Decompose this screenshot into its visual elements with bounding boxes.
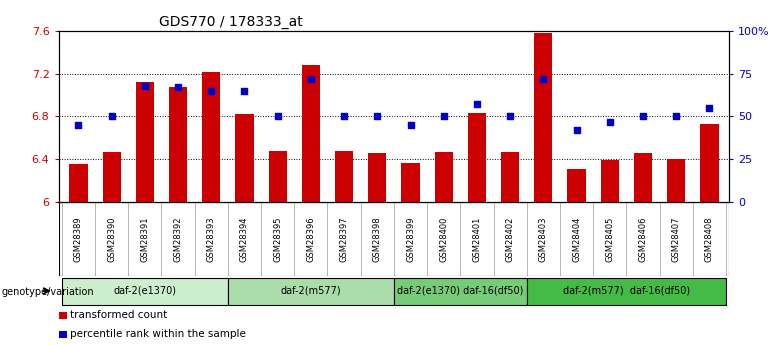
FancyBboxPatch shape — [526, 277, 726, 306]
Text: GSM28393: GSM28393 — [207, 216, 216, 262]
Text: daf-2(e1370) daf-16(df50): daf-2(e1370) daf-16(df50) — [397, 286, 523, 296]
Text: GSM28395: GSM28395 — [273, 216, 282, 262]
Text: GSM28396: GSM28396 — [307, 216, 315, 262]
Point — [271, 114, 284, 119]
Point — [338, 114, 350, 119]
Bar — [69, 165, 87, 202]
Text: GSM28407: GSM28407 — [672, 216, 681, 262]
Bar — [601, 160, 619, 202]
Point — [703, 105, 715, 111]
Point — [438, 114, 450, 119]
Text: GSM28403: GSM28403 — [539, 216, 548, 262]
Point — [139, 83, 151, 88]
Text: GSM28400: GSM28400 — [439, 216, 448, 262]
Point — [371, 114, 384, 119]
Text: GSM28398: GSM28398 — [373, 216, 381, 262]
Text: GSM28408: GSM28408 — [705, 216, 714, 262]
Text: transformed count: transformed count — [70, 310, 168, 320]
Point — [305, 76, 317, 82]
Text: percentile rank within the sample: percentile rank within the sample — [70, 329, 246, 339]
Text: GSM28397: GSM28397 — [339, 216, 349, 262]
Text: GSM28406: GSM28406 — [639, 216, 647, 262]
Bar — [335, 151, 353, 202]
Point — [570, 127, 583, 133]
Text: GSM28390: GSM28390 — [107, 216, 116, 262]
Text: daf-2(m577)  daf-16(df50): daf-2(m577) daf-16(df50) — [563, 286, 690, 296]
Point — [636, 114, 649, 119]
Text: GSM28392: GSM28392 — [173, 216, 183, 262]
Bar — [534, 33, 552, 202]
Bar — [434, 152, 453, 202]
Text: GSM28394: GSM28394 — [240, 216, 249, 262]
Bar — [268, 151, 287, 202]
Bar — [102, 152, 121, 202]
Bar — [700, 124, 718, 202]
Point — [404, 122, 417, 128]
Bar — [169, 87, 187, 202]
Text: daf-2(m577): daf-2(m577) — [281, 286, 341, 296]
Point — [604, 119, 616, 124]
FancyBboxPatch shape — [62, 277, 228, 306]
Point — [670, 114, 682, 119]
Point — [470, 102, 483, 107]
Point — [238, 88, 250, 93]
Bar — [302, 65, 320, 202]
Point — [172, 85, 184, 90]
Bar — [368, 153, 386, 202]
Bar — [58, 312, 67, 319]
Bar — [501, 152, 519, 202]
Bar — [468, 113, 486, 202]
Text: GSM28401: GSM28401 — [473, 216, 481, 262]
Text: genotype/variation: genotype/variation — [2, 287, 94, 296]
FancyBboxPatch shape — [394, 277, 526, 306]
Bar — [202, 72, 221, 202]
Bar — [634, 153, 652, 202]
Bar — [136, 82, 154, 202]
Text: GSM28405: GSM28405 — [605, 216, 615, 262]
Text: GSM28399: GSM28399 — [406, 216, 415, 262]
Point — [537, 76, 550, 82]
Text: GSM28402: GSM28402 — [505, 216, 515, 262]
FancyBboxPatch shape — [228, 277, 394, 306]
Bar — [567, 169, 586, 202]
Point — [105, 114, 118, 119]
Text: daf-2(e1370): daf-2(e1370) — [113, 286, 176, 296]
Bar — [58, 331, 67, 338]
Point — [205, 88, 218, 93]
Text: GSM28391: GSM28391 — [140, 216, 149, 262]
Text: GSM28389: GSM28389 — [74, 216, 83, 262]
Text: GDS770 / 178333_at: GDS770 / 178333_at — [159, 15, 303, 29]
Text: GSM28404: GSM28404 — [572, 216, 581, 262]
Bar — [402, 164, 420, 202]
Bar — [667, 159, 686, 202]
Point — [504, 114, 516, 119]
Bar — [236, 114, 254, 202]
Point — [73, 122, 85, 128]
